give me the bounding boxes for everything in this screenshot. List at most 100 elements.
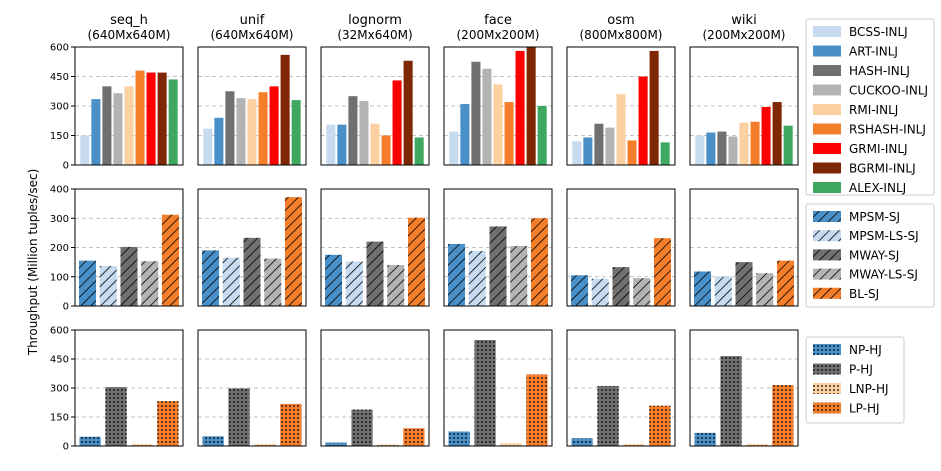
bar-hatch-mway-ls-sj — [633, 278, 651, 306]
panel-frame — [320, 46, 430, 166]
column-subtitle: (32Mx640M) — [337, 28, 412, 42]
column-subtitle: (200Mx200M) — [457, 28, 540, 42]
legend-swatch-hatch — [813, 383, 841, 394]
bar-hatch-mpsm-sj — [448, 243, 466, 306]
column-title-lognorm: lognorm — [348, 13, 402, 28]
bar-rmi-inlj — [370, 123, 380, 165]
panel-frame — [197, 329, 307, 447]
column-title-unif: unif — [240, 13, 265, 28]
column-title-osm: osm — [607, 13, 634, 28]
bar-hatch-mpsm-sj — [79, 260, 97, 306]
bar-grmi-inlj — [392, 80, 402, 165]
legend-label-mpsm-sj: MPSM-SJ — [849, 210, 900, 224]
bar-hatch-p-hj — [105, 387, 127, 446]
bar-hatch-np-hj — [448, 431, 470, 446]
legend-label-rshash-inlj: RSHASH-INLJ — [849, 123, 926, 137]
panel-sj-osm — [566, 188, 676, 307]
legend-label-mway-sj: MWAY-SJ — [849, 248, 899, 262]
bar-hatch-mway-sj — [120, 246, 138, 306]
legend-swatch-hatch — [813, 402, 841, 414]
y-axis-label: Throughput (Million tuples/sec) — [26, 169, 40, 357]
legend-frame — [805, 203, 935, 308]
legend-swatch-hatch — [813, 268, 841, 280]
legend-label-np-hj: NP-HJ — [849, 343, 882, 357]
bar-grmi-inlj — [269, 86, 279, 165]
panel-inlj-face — [443, 46, 553, 166]
legend-label-lp-hj: LP-HJ — [849, 402, 880, 416]
y-tick-label: 450 — [50, 72, 69, 83]
bar-rshash-inlj — [627, 140, 637, 165]
legend-swatch-hatch — [813, 249, 841, 261]
legend-swatch-rmi-inlj — [813, 104, 841, 115]
bar-hatch-lp-hj — [403, 428, 425, 446]
legend-label-mpsm-ls-sj: MPSM-LS-SJ — [849, 229, 919, 243]
bar-art-inlj — [706, 132, 716, 165]
y-tick-label: 0 — [63, 302, 69, 313]
panel-frame — [443, 188, 553, 307]
bar-rshash-inlj — [258, 92, 268, 165]
panel-frame — [566, 329, 676, 447]
bar-hash-inlj — [348, 96, 358, 165]
bar-hatch-lnp-hj — [623, 444, 645, 446]
legend-swatch-grmi-inlj — [813, 143, 841, 154]
panel-sj-seq-h: 0 100 200 300 400 — [50, 185, 184, 313]
bar-hatch-mway-ls-sj — [264, 258, 282, 306]
panel-sj-face — [443, 188, 553, 307]
panel-frame — [566, 46, 676, 166]
bar-bgrmi-inlj — [280, 54, 290, 165]
bar-hatch-lp-hj — [526, 374, 548, 446]
bar-cuckoo-inlj — [113, 93, 123, 165]
bar-hatch-mpsm-sj — [694, 271, 712, 306]
legend-swatch-hash-inlj — [813, 65, 841, 76]
legend-swatch-art-inlj — [813, 45, 841, 57]
y-tick-label: 200 — [50, 243, 69, 254]
column-subtitle: (800Mx800M) — [580, 28, 663, 42]
legend-label-mway-ls-sj: MWAY-LS-SJ — [849, 268, 918, 282]
bar-art-inlj — [337, 124, 347, 165]
bar-hatch-bl-sj — [284, 197, 302, 306]
bar-hatch-mpsm-ls-sj — [591, 278, 609, 306]
bar-rmi-inlj — [616, 94, 626, 165]
bar-hatch-lnp-hj — [500, 443, 522, 446]
legend-swatch-alex-inlj — [813, 182, 841, 193]
legend-label-bcss-inlj: BCSS-INLJ — [849, 25, 908, 39]
bar-art-inlj — [583, 137, 593, 165]
bar-hatch-mway-ls-sj — [756, 273, 774, 306]
bar-hatch-p-hj — [720, 356, 742, 446]
legend-swatch-hatch — [813, 287, 841, 299]
bar-alex-inlj — [168, 79, 178, 165]
legend-label-lnp-hj: LNP-HJ — [849, 382, 889, 396]
y-tick-label: 600 — [50, 43, 69, 54]
bar-hatch-mway-sj — [612, 267, 630, 306]
y-tick-label: 300 — [50, 102, 69, 113]
legend-swatch-cuckoo-inlj — [813, 84, 841, 96]
bar-rmi-inlj — [247, 99, 257, 165]
panel-frame — [320, 188, 430, 307]
legend-label-cuckoo-inlj: CUCKOO-INLJ — [849, 84, 928, 98]
bar-hatch-p-hj — [228, 388, 250, 446]
bar-cuckoo-inlj — [728, 136, 738, 165]
legend-label-bgrmi-inlj: BGRMI-INLJ — [849, 162, 916, 176]
legend-swatch-rshash-inlj — [813, 123, 841, 135]
bar-rshash-inlj — [750, 121, 760, 165]
bar-hatch-mway-sj — [489, 226, 507, 306]
bar-hatch-lnp-hj — [254, 444, 276, 446]
column-titles: seq_h(640Mx640M)unif(640Mx640M)lognorm(3… — [88, 13, 786, 42]
bar-hatch-mpsm-sj — [325, 254, 343, 306]
bar-hatch-lp-hj — [280, 403, 302, 446]
bar-rmi-inlj — [493, 84, 503, 165]
legend-inlj: BCSS-INLJ ART-INLJ HASH-INLJ CUCKOO-INLJ RMI… — [805, 18, 935, 196]
bar-art-inlj — [214, 117, 224, 165]
legend-label-bl-sj: BL-SJ — [849, 287, 879, 301]
panel-hj-face — [443, 329, 553, 447]
bar-hatch-np-hj — [571, 438, 593, 446]
bar-hatch-lp-hj — [649, 405, 671, 446]
y-tick-label: 0 — [63, 161, 69, 172]
bar-hatch-lnp-hj — [746, 444, 768, 446]
legend-swatch-bgrmi-inlj — [813, 162, 841, 174]
bar-hatch-lnp-hj — [377, 444, 399, 446]
bar-bcss-inlj — [80, 135, 90, 165]
y-tick-label: 600 — [50, 326, 69, 337]
bar-hatch-mpsm-ls-sj — [222, 257, 240, 306]
bar-alex-inlj — [660, 142, 670, 165]
